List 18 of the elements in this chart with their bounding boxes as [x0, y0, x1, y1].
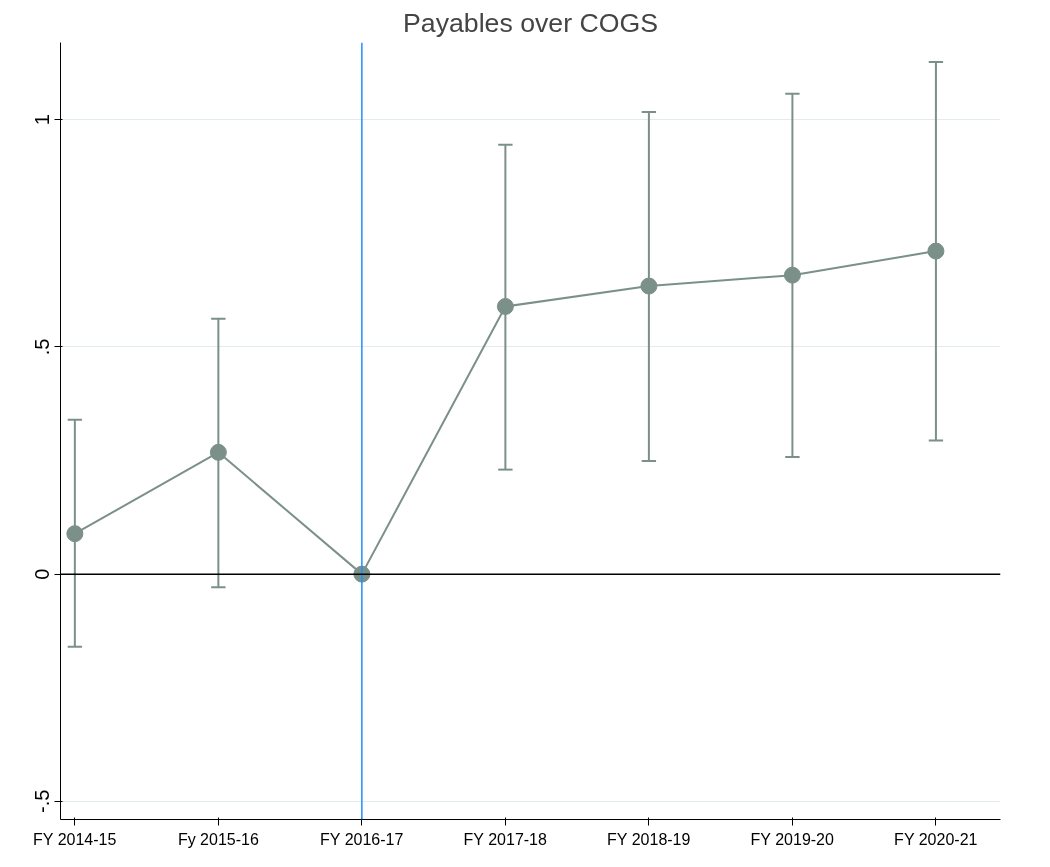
point	[496, 298, 514, 315]
point	[783, 266, 801, 284]
y-tick-label: .5	[31, 338, 54, 356]
chart-title: Payables over COGS	[403, 7, 658, 38]
point	[927, 242, 945, 260]
x-tick-label: FY 2017-18	[463, 830, 547, 848]
point	[640, 277, 658, 295]
x-tick-label: FY 2019-20	[750, 830, 835, 848]
x-tick-label: FY 2014-15	[33, 830, 117, 848]
point	[209, 443, 227, 461]
y-tick-label: 1	[31, 114, 54, 126]
x-tick-label: FY 2020-21	[894, 830, 978, 848]
point	[66, 525, 84, 543]
x-tick-label: FY 2016-17	[320, 830, 404, 848]
y-tick-label: 0	[31, 568, 54, 580]
x-tick-label: FY 2018-19	[607, 830, 691, 848]
x-tick-label: Fy 2015-16	[177, 830, 259, 848]
y-tick-label: -.5	[31, 789, 54, 813]
